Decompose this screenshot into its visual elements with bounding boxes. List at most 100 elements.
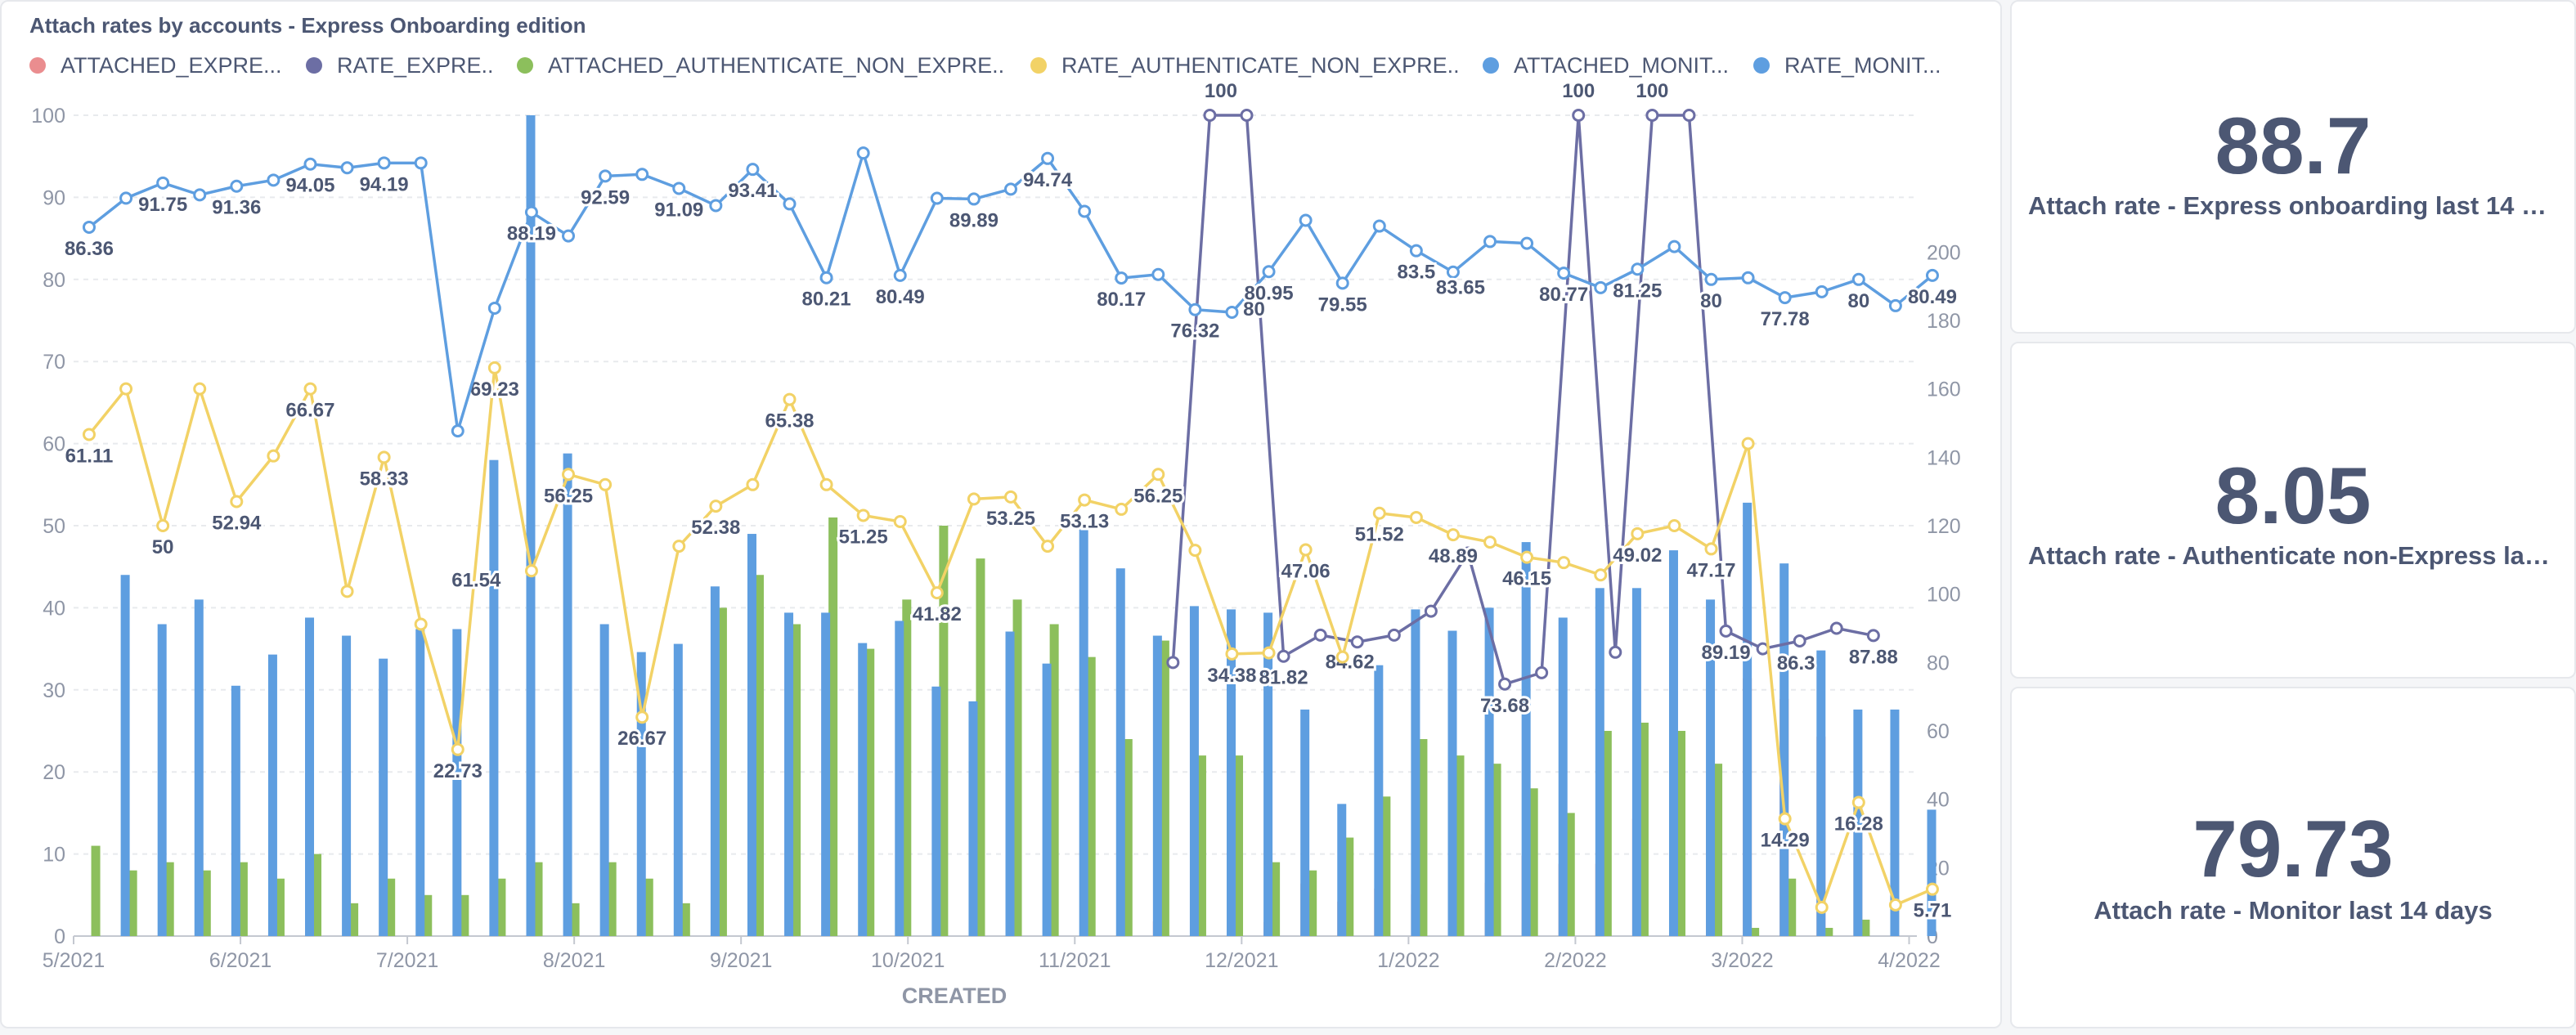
chart-title[interactable]: Attach rates by accounts - Express Onboa… xyxy=(29,13,586,38)
data-label: 91.36 xyxy=(212,197,261,219)
line-point xyxy=(156,519,170,532)
y-left-tick-label: 40 xyxy=(43,597,65,620)
line-point xyxy=(1483,535,1497,549)
line-point xyxy=(1446,265,1460,279)
line-point xyxy=(1682,109,1696,122)
line-point xyxy=(1151,267,1165,281)
line-point xyxy=(267,173,280,187)
y-right-tick-label: 140 xyxy=(1927,446,1961,469)
bar xyxy=(968,701,978,936)
line-point xyxy=(1778,812,1792,826)
line-point xyxy=(1741,271,1755,285)
kpi-card-monitor[interactable]: 79.73 Attach rate - Monitor last 14 days xyxy=(2010,687,2576,1028)
line-point xyxy=(1299,543,1313,557)
line-point xyxy=(1888,298,1902,312)
bar xyxy=(1890,709,1900,936)
data-label: 84.62 xyxy=(1326,652,1375,674)
line-point xyxy=(893,514,907,528)
line-point xyxy=(1299,213,1313,227)
bar xyxy=(1308,870,1317,936)
line-point xyxy=(451,742,464,756)
bar xyxy=(349,903,359,936)
line-point xyxy=(1225,647,1239,661)
bar xyxy=(1779,563,1789,936)
data-label: 53.13 xyxy=(1060,511,1109,533)
data-label: 65.38 xyxy=(765,410,814,432)
legend-item-rate-auth[interactable]: RATE_AUTHENTICATE_NON_EXPRE... xyxy=(1030,53,1458,78)
bar xyxy=(231,685,240,936)
line-point xyxy=(599,169,613,183)
kpi-label: Attach rate - Authenticate non-Express l… xyxy=(2028,541,2558,570)
bar xyxy=(1492,764,1501,936)
line-point xyxy=(1424,604,1438,618)
line-point xyxy=(746,477,760,491)
line-point xyxy=(1520,550,1534,564)
legend-item-attached-auth[interactable]: ATTACHED_AUTHENTICATE_NON_EXPRE... xyxy=(517,53,1006,78)
line-point xyxy=(599,477,613,491)
legend-item-attached-monitor[interactable]: ATTACHED_MONIT... xyxy=(1483,53,1729,78)
bar xyxy=(1860,919,1870,936)
line-point xyxy=(1372,219,1386,233)
data-label: 80 xyxy=(1700,290,1722,312)
line-point xyxy=(1704,272,1718,286)
bar xyxy=(1447,630,1457,936)
line-point xyxy=(193,382,207,396)
bar xyxy=(1042,663,1052,936)
line-point xyxy=(1166,656,1180,670)
line-point xyxy=(1335,650,1349,664)
data-label: 61.11 xyxy=(65,445,114,467)
y-right-tick-label: 80 xyxy=(1927,652,1950,674)
bar xyxy=(305,617,315,936)
bar xyxy=(1558,617,1568,936)
data-label: 100 xyxy=(1562,80,1595,102)
line-point xyxy=(893,268,907,282)
y-left-tick-label: 10 xyxy=(43,844,65,867)
bar xyxy=(1344,837,1354,936)
bar xyxy=(1927,809,1936,936)
bar xyxy=(1565,813,1575,936)
line-point xyxy=(1520,236,1534,250)
bar xyxy=(1787,878,1797,936)
line-point xyxy=(1335,276,1349,290)
line-point xyxy=(709,199,723,213)
data-label: 22.73 xyxy=(433,760,482,782)
line-point xyxy=(562,468,576,482)
bar xyxy=(201,870,211,936)
y-right-tick-label: 40 xyxy=(1927,789,1950,812)
bar xyxy=(1713,764,1723,936)
bar xyxy=(599,624,609,936)
kpi-card-authenticate[interactable]: 8.05 Attach rate - Authenticate non-Expr… xyxy=(2010,342,2576,679)
legend-item-rate-monitor[interactable]: RATE_MONIT... xyxy=(1753,53,1941,78)
bar xyxy=(1049,624,1059,936)
data-label: 100 xyxy=(1636,80,1668,102)
line-point xyxy=(414,156,428,170)
line-point xyxy=(783,392,797,406)
bar xyxy=(680,903,690,936)
line-point xyxy=(82,220,96,234)
legend-item-attached-express[interactable]: ATTACHED_EXPRE... xyxy=(29,53,281,78)
bar xyxy=(533,862,543,936)
line-point xyxy=(1815,285,1829,298)
line-point xyxy=(1866,629,1880,643)
data-label: 83.5 xyxy=(1398,262,1436,284)
legend-item-rate-express[interactable]: RATE_EXPRE... xyxy=(306,53,492,78)
bar xyxy=(1012,599,1022,936)
line-point xyxy=(1704,542,1718,556)
kpi-value: 88.7 xyxy=(2215,101,2372,190)
data-label: 46.15 xyxy=(1502,568,1551,590)
line-point xyxy=(303,382,317,396)
line-point xyxy=(856,146,870,160)
line-point xyxy=(1078,204,1092,218)
bar xyxy=(526,115,536,936)
bar xyxy=(312,854,322,936)
bar xyxy=(1824,927,1833,936)
line-point xyxy=(967,192,981,206)
kpi-value: 79.73 xyxy=(2192,804,2394,894)
bar xyxy=(1706,599,1716,936)
kpi-card-express[interactable]: 88.7 Attach rate - Express onboarding la… xyxy=(2010,0,2576,334)
line-point xyxy=(635,168,649,181)
data-label: 61.54 xyxy=(451,569,501,591)
bar xyxy=(1668,550,1678,936)
bar xyxy=(1196,755,1206,936)
line-point xyxy=(1609,645,1622,659)
